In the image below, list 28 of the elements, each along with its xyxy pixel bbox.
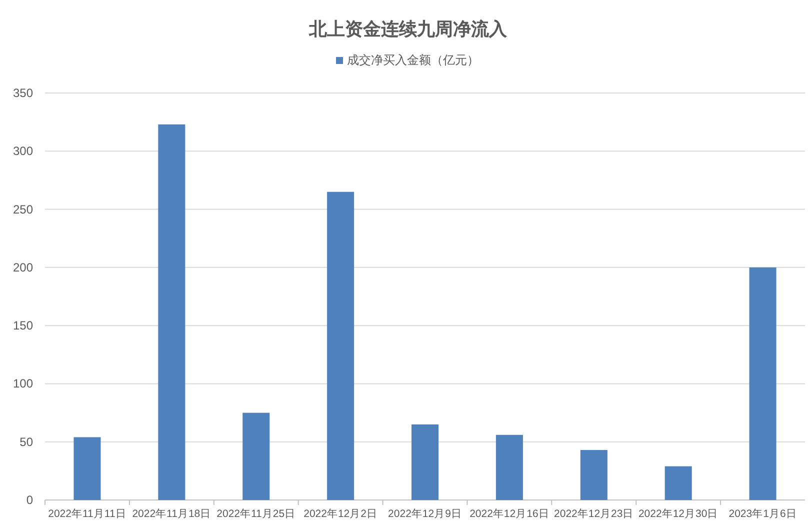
x-tick-label: 2022年12月16日 (470, 508, 550, 520)
y-tick-label: 300 (12, 144, 34, 158)
bar (158, 124, 186, 500)
bar (327, 192, 354, 500)
y-tick-label: 200 (12, 260, 34, 274)
x-tick-label: 2022年12月30日 (638, 508, 718, 520)
bar (664, 466, 692, 500)
x-tick-label: 2022年12月2日 (304, 508, 378, 520)
bar (749, 267, 776, 500)
y-tick-label: 50 (20, 434, 34, 449)
bar (411, 424, 439, 500)
x-tick-label: 2023年1月6日 (728, 508, 797, 520)
x-tick-label: 2022年12月23日 (554, 508, 634, 520)
y-tick-label: 150 (12, 318, 34, 333)
y-tick-label: 350 (12, 86, 34, 100)
x-tick-label: 2022年12月9日 (388, 508, 462, 520)
chart-title: 北上资金连续九周净流入 (308, 19, 508, 39)
bar (496, 434, 523, 500)
x-tick-label: 2022年11月18日 (132, 508, 212, 520)
y-tick-label: 250 (12, 202, 34, 216)
x-tick-label: 2022年11月25日 (216, 508, 296, 520)
x-tick-label: 2022年11月11日 (48, 508, 126, 520)
y-tick-label: 0 (26, 493, 34, 507)
y-tick-label: 100 (12, 376, 34, 391)
legend-label: 成交净买入金额（亿元） (347, 53, 479, 67)
bar (242, 412, 270, 500)
bar (74, 437, 101, 500)
bar (580, 450, 608, 500)
